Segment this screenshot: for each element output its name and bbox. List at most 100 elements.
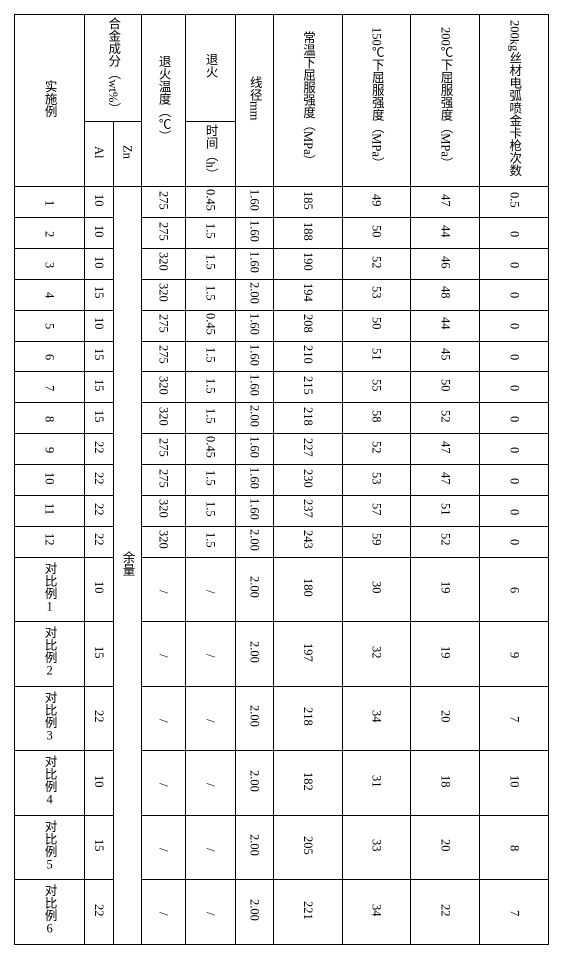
table-row: 9222750.451.6022752470 (15, 434, 549, 465)
cell-yield-rt: 215 (273, 372, 342, 403)
table-row: 8153201.52.0021858520 (15, 403, 549, 434)
cell-example: 7 (15, 372, 85, 403)
cell-yield-rt: 182 (273, 751, 342, 816)
cell-yield-rt: 221 (273, 880, 342, 945)
table-row: 11223201.51.6023757510 (15, 495, 549, 526)
cell-al: 22 (84, 526, 113, 557)
cell-dia: 2.00 (236, 279, 274, 310)
cell-count: 6 (480, 557, 549, 622)
cell-dia: 1.60 (236, 465, 274, 496)
cell-dia: 1.60 (236, 248, 274, 279)
cell-time: / (185, 686, 235, 751)
cell-example: 12 (15, 526, 85, 557)
table-row: 6152751.51.6021051450 (15, 341, 549, 372)
cell-time: / (185, 557, 235, 622)
cell-yield-150: 52 (342, 434, 411, 465)
cell-temp: / (142, 880, 186, 945)
table-row: 对比例322//2.0021834207 (15, 686, 549, 751)
table-row: 5102750.451.6020850440 (15, 310, 549, 341)
table-row: 对比例110//2.0018030196 (15, 557, 549, 622)
cell-dia: 1.60 (236, 495, 274, 526)
cell-dia: 2.00 (236, 403, 274, 434)
cell-example: 3 (15, 248, 85, 279)
cell-yield-150: 50 (342, 218, 411, 249)
table-row: 12223201.52.0024359520 (15, 526, 549, 557)
cell-count: 0 (480, 372, 549, 403)
cell-yield-rt: 180 (273, 557, 342, 622)
cell-al: 15 (84, 279, 113, 310)
cell-yield-200: 52 (411, 403, 480, 434)
cell-temp: 275 (142, 218, 186, 249)
cell-al: 22 (84, 465, 113, 496)
cell-temp: 320 (142, 403, 186, 434)
cell-yield-rt: 227 (273, 434, 342, 465)
cell-al: 10 (84, 187, 113, 218)
cell-yield-150: 50 (342, 310, 411, 341)
cell-al: 15 (84, 403, 113, 434)
cell-yield-150: 59 (342, 526, 411, 557)
cell-yield-rt: 197 (273, 622, 342, 687)
cell-al: 10 (84, 310, 113, 341)
header-anneal-time-sub: 时间（h） (185, 121, 235, 186)
cell-dia: 2.00 (236, 622, 274, 687)
cell-time: / (185, 880, 235, 945)
cell-yield-200: 44 (411, 218, 480, 249)
cell-zn-balance: 余量 (113, 187, 142, 945)
cell-al: 22 (84, 880, 113, 945)
cell-count: 8 (480, 815, 549, 880)
cell-count: 0 (480, 465, 549, 496)
cell-temp: 275 (142, 465, 186, 496)
cell-yield-rt: 185 (273, 187, 342, 218)
cell-example: 对比例1 (15, 557, 85, 622)
cell-time: 0.45 (185, 187, 235, 218)
cell-example: 对比例6 (15, 880, 85, 945)
cell-yield-150: 53 (342, 279, 411, 310)
cell-yield-rt: 218 (273, 403, 342, 434)
cell-yield-150: 58 (342, 403, 411, 434)
cell-example: 11 (15, 495, 85, 526)
table-row: 对比例410//2.00182311810 (15, 751, 549, 816)
cell-al: 22 (84, 495, 113, 526)
cell-example: 9 (15, 434, 85, 465)
cell-count: 0 (480, 248, 549, 279)
cell-al: 22 (84, 434, 113, 465)
cell-al: 15 (84, 815, 113, 880)
cell-yield-150: 57 (342, 495, 411, 526)
cell-example: 4 (15, 279, 85, 310)
cell-yield-200: 46 (411, 248, 480, 279)
cell-example: 对比例2 (15, 622, 85, 687)
cell-temp: 275 (142, 434, 186, 465)
cell-yield-rt: 205 (273, 815, 342, 880)
cell-time: / (185, 751, 235, 816)
cell-yield-200: 44 (411, 310, 480, 341)
cell-yield-rt: 243 (273, 526, 342, 557)
header-yield-rt: 常温下屈服强度（MPa） (273, 15, 342, 187)
cell-time: / (185, 622, 235, 687)
cell-time: 1.5 (185, 248, 235, 279)
cell-yield-200: 45 (411, 341, 480, 372)
table-row: 对比例215//2.0019732199 (15, 622, 549, 687)
header-al: Al (84, 121, 113, 186)
cell-time: 1.5 (185, 526, 235, 557)
cell-example: 8 (15, 403, 85, 434)
cell-yield-150: 30 (342, 557, 411, 622)
cell-temp: 320 (142, 279, 186, 310)
cell-temp: 275 (142, 187, 186, 218)
table-row: 10222751.51.6023053470 (15, 465, 549, 496)
cell-al: 22 (84, 686, 113, 751)
cell-yield-200: 20 (411, 815, 480, 880)
table-row: 对比例515//2.0020533208 (15, 815, 549, 880)
cell-yield-rt: 218 (273, 686, 342, 751)
cell-example: 2 (15, 218, 85, 249)
cell-dia: 2.00 (236, 751, 274, 816)
cell-example: 5 (15, 310, 85, 341)
cell-dia: 1.60 (236, 218, 274, 249)
cell-count: 0 (480, 310, 549, 341)
header-zn: Zn (113, 121, 142, 186)
cell-dia: 2.00 (236, 815, 274, 880)
cell-count: 0 (480, 434, 549, 465)
cell-time: 1.5 (185, 279, 235, 310)
cell-yield-150: 34 (342, 686, 411, 751)
cell-al: 10 (84, 218, 113, 249)
header-example: 实施例 (15, 15, 85, 187)
